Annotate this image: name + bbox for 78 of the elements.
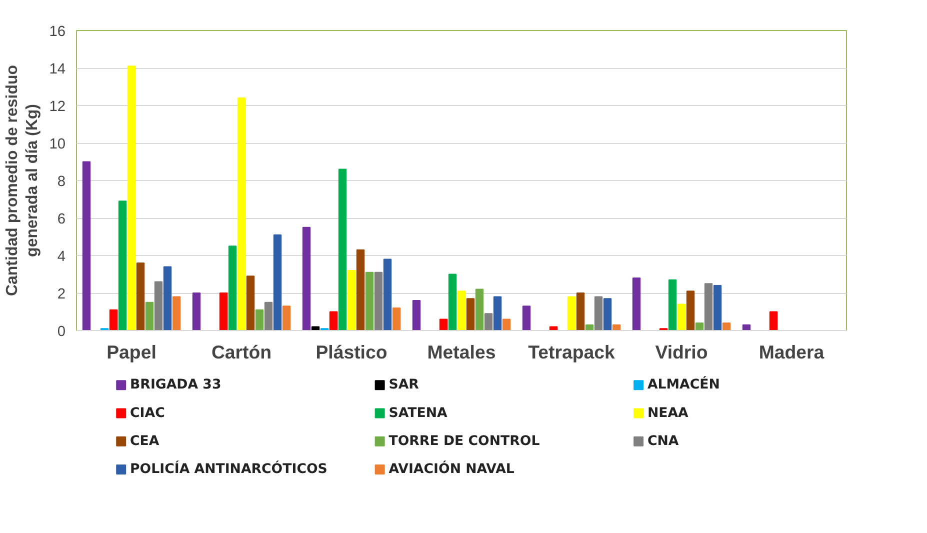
bar (567, 296, 576, 330)
bar (136, 262, 145, 330)
y-tick-label: 4 (57, 249, 66, 265)
bar (145, 302, 154, 330)
y-tick-label: 2 (57, 286, 66, 302)
bar (338, 168, 347, 330)
bar (466, 298, 475, 330)
bar (677, 304, 686, 330)
bar (118, 200, 127, 330)
y-tick-label: 12 (49, 99, 66, 115)
bar (365, 272, 374, 330)
bar (713, 285, 722, 330)
bar (246, 276, 255, 330)
bar (228, 246, 237, 330)
bar (383, 258, 392, 330)
bar (722, 322, 731, 330)
bar (704, 283, 713, 330)
bar (172, 296, 181, 330)
bar (302, 226, 311, 330)
bar (219, 292, 228, 330)
bar (374, 272, 383, 330)
bar (154, 281, 163, 330)
legend-label: CNA (647, 434, 680, 449)
x-tick-label: Plástico (316, 342, 388, 362)
x-tick-label: Madera (758, 342, 825, 362)
y-axis-title: Cantidad promedio de residuo generada al día (Kg) (4, 64, 42, 296)
x-tick-label: Cartón (211, 342, 272, 362)
bar (82, 161, 91, 330)
bar (502, 318, 511, 330)
bar (356, 249, 365, 330)
bar (264, 302, 273, 330)
bar (329, 311, 338, 330)
bar (695, 322, 704, 330)
legend-label: POLICÍA ANTINARCÓTICOS (130, 460, 328, 477)
y-tick-label: 10 (49, 136, 66, 152)
bar (192, 292, 201, 330)
x-tick-label: Vidrio (655, 342, 708, 362)
legend-label: BRIGADA 33 (130, 378, 222, 393)
y-tick-label: 6 (57, 212, 66, 228)
bar (439, 318, 448, 330)
bar (347, 270, 356, 330)
bar (127, 66, 136, 330)
x-tick-label: Metales (427, 342, 496, 362)
y-tick-label: 16 (49, 24, 66, 40)
bar (576, 292, 585, 330)
bar (668, 279, 677, 330)
x-tick-label: Papel (106, 342, 156, 362)
bar (109, 309, 118, 330)
y-tick-label: 14 (49, 62, 66, 78)
legend-label: NEAA (647, 406, 690, 421)
x-tick-label: Tetrapack (528, 342, 616, 362)
legend-label: TORRE DE CONTROL (388, 434, 540, 449)
bar (769, 311, 778, 330)
legend-label: AVIACIÓN NAVAL (388, 460, 515, 477)
legend-label: CIAC (130, 406, 165, 421)
bar (448, 274, 457, 330)
bar (632, 278, 641, 330)
bar (163, 266, 172, 330)
bar (475, 288, 484, 330)
legend-label: CEA (130, 434, 160, 449)
y-tick-label: 0 (57, 324, 66, 340)
bar (522, 306, 531, 330)
bar (603, 298, 612, 330)
legend-label: SAR (388, 378, 419, 393)
bar (412, 300, 421, 330)
bar (457, 290, 466, 330)
bar (594, 296, 603, 330)
legend-label: SATENA (388, 406, 448, 421)
y-tick-label: 8 (57, 174, 66, 190)
bar (493, 296, 502, 330)
legend-label: ALMACÉN (647, 376, 720, 393)
bar (273, 234, 282, 330)
bar (255, 309, 264, 330)
bar (237, 98, 246, 330)
bar (282, 306, 291, 330)
bar (392, 308, 401, 330)
bar (484, 313, 493, 330)
bar (686, 290, 695, 330)
